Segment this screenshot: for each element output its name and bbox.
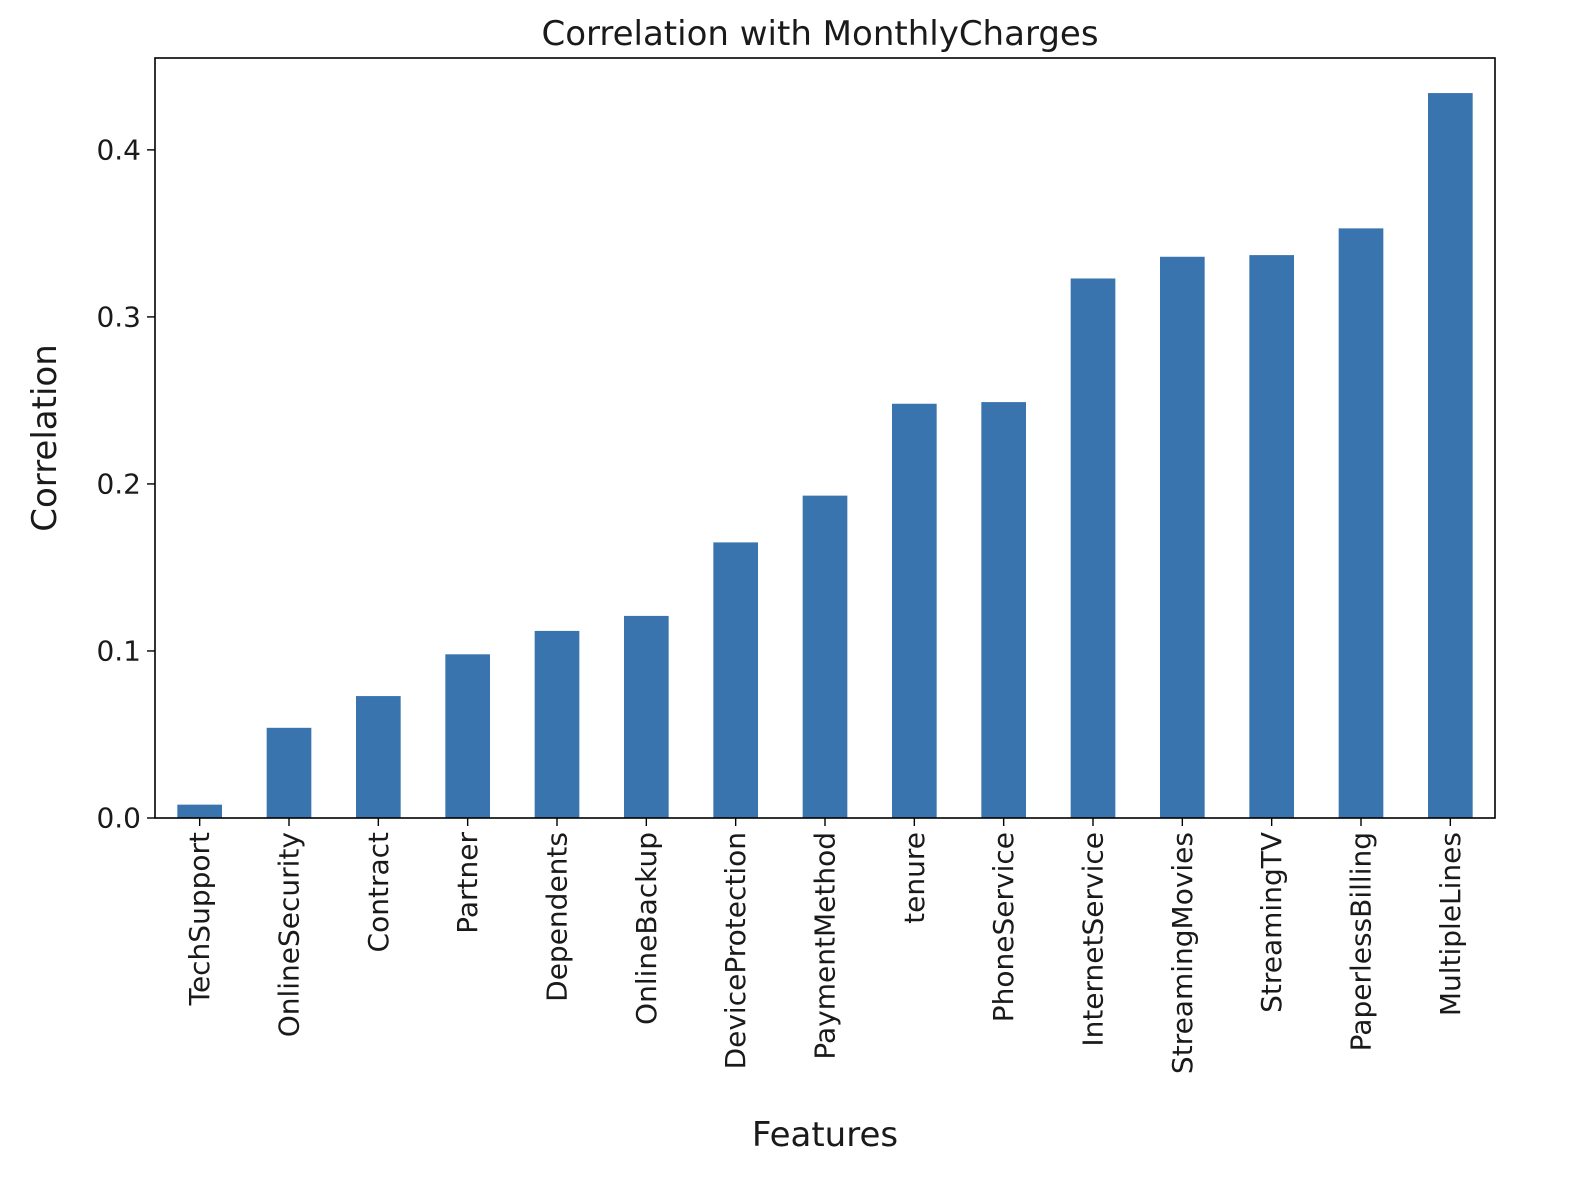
bar-PaperlessBilling [1338, 228, 1384, 818]
bar-Partner [445, 654, 490, 818]
x-tick-label: OnlineBackup [630, 832, 663, 1025]
bar-OnlineBackup [624, 615, 669, 818]
y-tick-label: 0.0 [96, 802, 141, 835]
bar-MultipleLines [1428, 93, 1473, 819]
x-tick-label: PaymentMethod [809, 832, 842, 1060]
y-axis-label: Correlation [25, 344, 65, 531]
x-tick-label: OnlineSecurity [273, 832, 306, 1037]
y-axis: 0.0 0.1 0.2 0.3 0.4 [96, 133, 155, 835]
x-axis: TechSupport OnlineSecurity Contract Partner… [183, 818, 1467, 1074]
x-tick-label: PhoneService [987, 832, 1020, 1022]
x-tick-label: Contract [362, 832, 395, 952]
x-tick-label: DeviceProtection [719, 832, 752, 1069]
x-tick-label: Dependents [541, 832, 574, 1002]
bar-PaymentMethod [802, 495, 848, 818]
plot-frame [154, 57, 1496, 819]
bar-PhoneService [981, 402, 1026, 818]
bar-Contract [356, 696, 401, 818]
bars-layer [177, 93, 1473, 819]
y-tick-label: 0.1 [96, 634, 141, 667]
bar-OnlineSecurity [266, 727, 312, 818]
x-tick-label: tenure [898, 832, 931, 924]
bar-StreamingMovies [1160, 256, 1205, 818]
bar-InternetService [1070, 278, 1116, 818]
x-tick-label: Partner [451, 832, 484, 934]
x-tick-label: StreamingMovies [1166, 832, 1199, 1074]
x-tick-label: MultipleLines [1434, 832, 1467, 1016]
x-tick-label: TechSupport [183, 832, 216, 1006]
bar-Dependents [534, 630, 580, 818]
bar-StreamingTV [1249, 255, 1294, 819]
x-axis-label: Features [752, 1115, 898, 1155]
y-tick-label: 0.3 [96, 300, 141, 333]
bar-tenure [892, 403, 937, 818]
x-tick-label: InternetService [1077, 832, 1110, 1047]
x-tick-label: PaperlessBilling [1345, 832, 1378, 1051]
y-tick-label: 0.2 [96, 467, 141, 500]
bar-DeviceProtection [713, 542, 758, 818]
x-tick-label: StreamingTV [1255, 832, 1288, 1013]
y-tick-label: 0.4 [96, 133, 141, 166]
chart-title: Correlation with MonthlyCharges [541, 14, 1098, 54]
bar-TechSupport [177, 804, 222, 818]
